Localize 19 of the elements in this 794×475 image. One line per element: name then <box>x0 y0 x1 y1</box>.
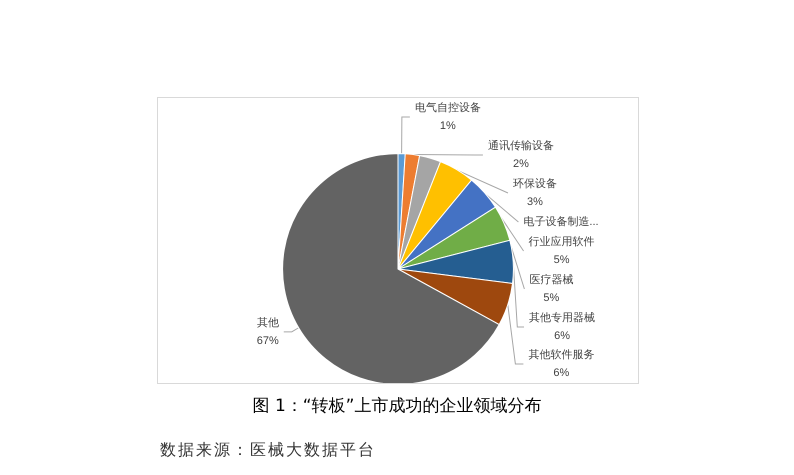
data-label: 5% <box>554 254 570 266</box>
slice-label: 电气自控设备 <box>414 101 481 114</box>
slice-label: 通讯传输设备 <box>488 139 554 152</box>
data-label: 6% <box>554 330 570 342</box>
text: 图 1：“转板”上市成功的企业领域分布 <box>252 395 542 417</box>
data-label: 67% <box>256 334 279 347</box>
slice-label: 电子设备制造... <box>523 215 599 228</box>
source-note: 数据来源：医械大数据平台 <box>160 440 376 461</box>
data-label: 1% <box>440 120 456 132</box>
slice-label: 其他专用器械 <box>529 311 596 324</box>
data-label: 3% <box>527 196 544 208</box>
slice-label: 其他 <box>256 316 279 329</box>
slice-label: 环保设备 <box>512 178 557 190</box>
data-label: 2% <box>512 158 530 170</box>
slice-label: 其他软件服务 <box>528 348 594 361</box>
slice-label: 医疗器械 <box>529 273 574 286</box>
data-label: 5% <box>543 292 560 304</box>
data-label: 6% <box>553 367 570 379</box>
slice-label: 行业应用软件 <box>528 235 595 248</box>
